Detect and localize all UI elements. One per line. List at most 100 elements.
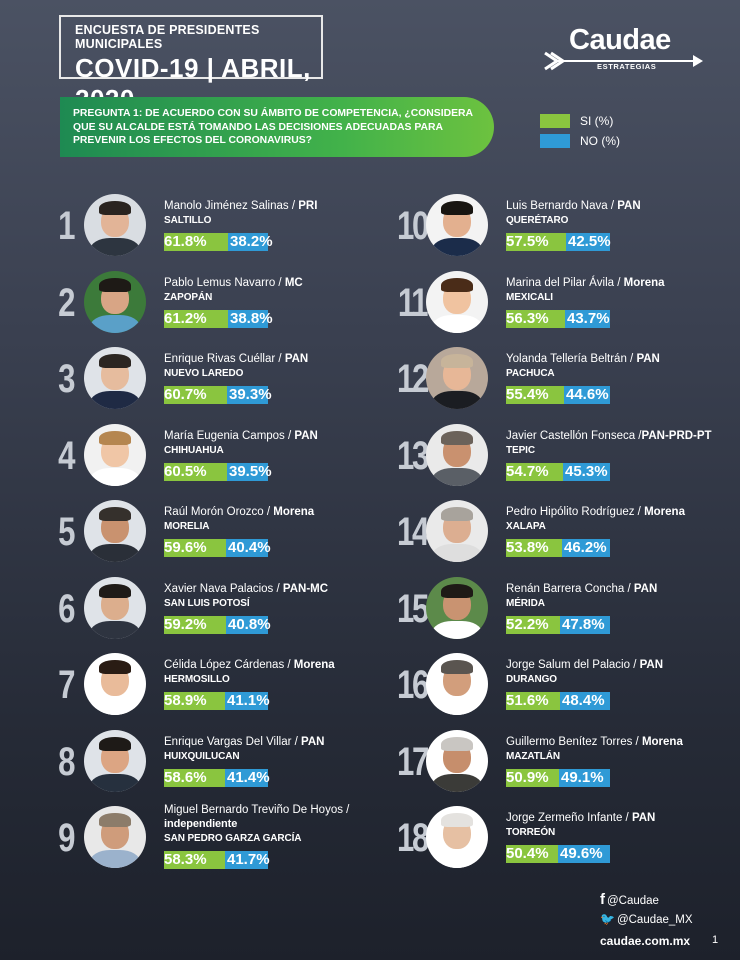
city-label: CHIHUAHUA xyxy=(164,444,224,456)
mayor-name: Jorge Zermeño Infante / PAN xyxy=(506,812,655,824)
mayor-photo xyxy=(426,347,488,409)
no-bar xyxy=(565,309,610,328)
rank-number: 3 xyxy=(58,357,75,401)
survey-title: ENCUESTA DE PRESIDENTES MUNICIPALES xyxy=(75,23,260,51)
no-value-label: 41.7% xyxy=(227,851,270,868)
rank-number: 10 xyxy=(396,204,429,248)
page-number: 1 xyxy=(712,934,719,946)
rank-number: 2 xyxy=(58,280,75,325)
mayor-name: Miguel Bernardo Treviño De Hoyos / xyxy=(164,804,349,816)
si-value-label: 58.6% xyxy=(164,768,207,786)
mayor-photo xyxy=(84,347,146,409)
city-label: MORELIA xyxy=(164,521,210,532)
approval-bar: 51.6% 48.4% xyxy=(506,692,610,710)
si-bar xyxy=(506,539,562,557)
footer-facebook[interactable]: f @Caudae xyxy=(600,891,659,908)
logo-name: Caudae xyxy=(569,24,671,56)
si-bar xyxy=(164,615,226,634)
mayor-name-text: Pablo Lemus Navarro / xyxy=(164,276,285,289)
rank-number: 16 xyxy=(396,663,429,707)
si-bar xyxy=(506,386,564,404)
mayor-name: Renán Barrera Concha / PAN xyxy=(506,583,657,595)
mayor-name-text: Enrique Vargas Del Villar / xyxy=(164,735,302,748)
mayor-photo xyxy=(426,194,488,256)
rank-number: 12 xyxy=(396,357,429,401)
approval-bar: 60.7% 39.3% xyxy=(164,386,272,404)
mayor-name: Xavier Nava Palacios / PAN-MC xyxy=(164,583,328,595)
approval-bar: 61.2% 38.8% xyxy=(164,309,273,328)
si-value-label: 55.4% xyxy=(506,386,549,403)
title-box: ENCUESTA DE PRESIDENTES MUNICIPALES COVI… xyxy=(59,15,323,114)
mayor-name-text: Guillermo Benítez Torres / xyxy=(506,735,642,748)
mayor-name-text: Pedro Hipólito Rodríguez / xyxy=(506,506,645,518)
si-bar xyxy=(164,851,225,869)
mayor-name: María Eugenia Campos / PAN xyxy=(164,430,318,442)
party-label: Morena xyxy=(273,506,315,518)
si-value-label: 61.8% xyxy=(164,233,207,250)
no-value-label: 38.2% xyxy=(230,233,273,250)
ranking-entry: 17 Guillermo Benítez Torres / Morena MAZAT… xyxy=(392,729,712,804)
question-banner: PREGUNTA 1: DE ACUERDO CON SU ÁMBITO DE … xyxy=(60,97,494,157)
city-label: MAZATLÁN xyxy=(506,750,560,762)
ranking-entry: 13 Javier Castellón Fonseca /PAN-PRD-PT TE… xyxy=(392,423,712,498)
legend-no-swatch xyxy=(540,134,570,148)
mayor-name-text: Luis Bernardo Nava / xyxy=(506,200,618,212)
no-value-label: 40.4% xyxy=(228,539,271,556)
city-label: SAN PEDRO GARZA GARCÍA xyxy=(164,833,302,844)
ranking-entry: 5 Raúl Morón Orozco / Morena MORELIA 59.6% 4… xyxy=(50,500,370,574)
mayor-name-text: Raúl Morón Orozco / xyxy=(164,506,274,518)
mayor-name-text: Jorge Salum del Palacio / xyxy=(506,659,640,671)
si-bar xyxy=(164,692,225,710)
si-value-label: 58.3% xyxy=(164,851,207,868)
si-bar xyxy=(506,462,563,481)
city-label: QUERÉTARO xyxy=(506,215,569,226)
mayor-name: Marina del Pilar Ávila / Morena xyxy=(506,277,665,289)
mayor-name: Enrique Vargas Del Villar / PAN xyxy=(164,736,324,748)
si-bar xyxy=(506,845,558,863)
no-value-label: 41.4% xyxy=(227,768,270,786)
city-label: DURANGO xyxy=(506,674,557,685)
footer-twitter[interactable]: 🐦 @Caudae_MX xyxy=(600,912,693,926)
party-label: MC xyxy=(284,276,303,289)
si-bar xyxy=(164,233,228,251)
mayor-name: Jorge Salum del Palacio / PAN xyxy=(506,659,663,671)
mayor-name-text: Jorge Zermeño Infante / xyxy=(506,812,632,824)
mayor-photo xyxy=(426,423,488,486)
legend-no-label: NO (%) xyxy=(580,134,620,148)
city-label: SALTILLO xyxy=(164,215,212,226)
mayor-name: Pablo Lemus Navarro / MC xyxy=(164,277,303,289)
party-label: PAN xyxy=(284,353,309,365)
party-label: independiente xyxy=(164,818,238,830)
city-label: XALAPA xyxy=(506,521,546,532)
no-bar xyxy=(228,309,268,328)
party-label: PRI xyxy=(298,200,318,212)
rank-number: 1 xyxy=(58,204,75,248)
city-label: NUEVO LAREDO xyxy=(164,368,244,379)
mayor-photo xyxy=(426,653,488,715)
mayor-photo xyxy=(84,576,146,639)
ranking-entry: 18 Jorge Zermeño Infante / PAN TORREÓN 50.4… xyxy=(392,806,712,880)
mayor-photo xyxy=(84,500,146,562)
mayor-photo xyxy=(426,806,488,868)
si-value-label: 59.2% xyxy=(164,615,207,633)
no-bar xyxy=(558,845,610,863)
si-value-label: 58.9% xyxy=(164,692,207,709)
city-label: TEPIC xyxy=(506,444,535,456)
footer-site[interactable]: caudae.com.mx xyxy=(600,934,690,948)
approval-bar: 58.6% 41.4% xyxy=(164,768,270,787)
approval-bar: 59.2% 40.8% xyxy=(164,615,271,634)
si-value-label: 60.5% xyxy=(164,462,207,480)
no-value-label: 40.8% xyxy=(228,615,271,633)
si-bar xyxy=(164,309,228,328)
mayor-name: Yolanda Tellería Beltrán / PAN xyxy=(506,353,660,365)
legend-si: SI (%) xyxy=(540,114,613,128)
rank-number: 11 xyxy=(397,280,429,325)
mayor-name-text: Enrique Rivas Cuéllar / xyxy=(164,353,285,365)
party-label: PAN xyxy=(617,200,641,212)
approval-bar: 55.4% 44.6% xyxy=(506,386,610,404)
si-bar xyxy=(164,768,225,787)
legend-si-label: SI (%) xyxy=(580,114,614,128)
si-bar xyxy=(506,615,560,634)
si-bar xyxy=(164,462,227,481)
rank-number: 18 xyxy=(396,816,429,860)
